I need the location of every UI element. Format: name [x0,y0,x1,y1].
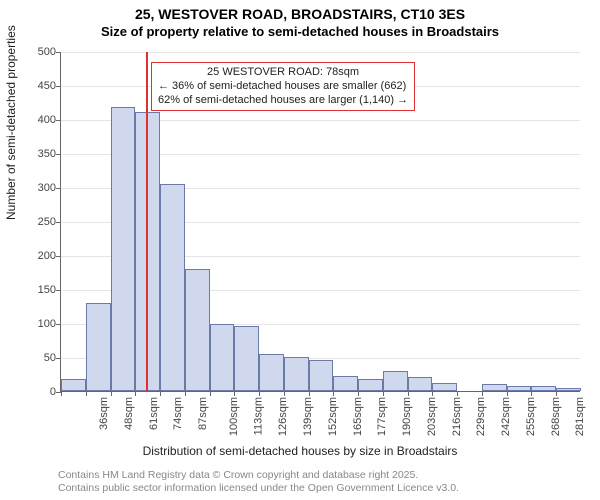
y-tick-mark [56,188,61,189]
histogram-bar [309,360,334,391]
y-tick-label: 200 [21,250,56,262]
plot-area: 05010015020025030035040045050036sqm48sqm… [60,52,580,392]
x-tick-label: 177sqm [377,397,389,436]
y-tick-label: 450 [21,80,56,92]
y-tick-mark [56,52,61,53]
x-tick-mark [507,391,508,396]
x-tick-label: 152sqm [327,397,339,436]
histogram-bar [210,324,235,391]
histogram-bar [86,303,111,391]
x-tick-mark [457,391,458,396]
histogram-bar [259,354,284,391]
x-tick-label: 87sqm [197,397,209,430]
annotation-box: 25 WESTOVER ROAD: 78sqm← 36% of semi-det… [151,62,415,111]
chart-container: 25, WESTOVER ROAD, BROADSTAIRS, CT10 3ES… [0,0,600,500]
x-tick-label: 100sqm [228,397,240,436]
histogram-bar [531,386,556,391]
x-tick-label: 74sqm [172,397,184,430]
footer-attribution: Contains HM Land Registry data © Crown c… [58,469,459,496]
x-tick-label: 126sqm [277,397,289,436]
histogram-bar [482,384,507,391]
y-tick-label: 300 [21,182,56,194]
y-tick-mark [56,324,61,325]
y-tick-mark [56,256,61,257]
histogram-bar [432,383,457,391]
y-tick-mark [56,222,61,223]
footer-line-2: Contains public sector information licen… [58,482,459,496]
x-tick-mark [61,391,62,396]
x-tick-mark [111,391,112,396]
chart-title: 25, WESTOVER ROAD, BROADSTAIRS, CT10 3ES [0,0,600,22]
x-tick-label: 165sqm [352,397,364,436]
histogram-bar [160,184,185,391]
x-tick-mark [309,391,310,396]
x-tick-mark [408,391,409,396]
y-tick-mark [56,154,61,155]
annotation-line: ← 36% of semi-detached houses are smalle… [158,80,408,94]
x-tick-label: 139sqm [302,397,314,436]
x-tick-mark [284,391,285,396]
histogram-bar [507,386,532,391]
x-tick-label: 229sqm [476,397,488,436]
footer-line-1: Contains HM Land Registry data © Crown c… [58,469,459,483]
x-axis-label: Distribution of semi-detached houses by … [0,444,600,458]
y-tick-label: 350 [21,148,56,160]
y-tick-mark [56,358,61,359]
histogram-bar [408,377,433,391]
histogram-bar [111,107,136,391]
annotation-line: 25 WESTOVER ROAD: 78sqm [158,66,408,80]
x-tick-label: 48sqm [123,397,135,430]
x-tick-mark [185,391,186,396]
histogram-bar [185,269,210,391]
y-tick-label: 500 [21,46,56,58]
x-tick-label: 281sqm [575,397,587,436]
histogram-bar [234,326,259,391]
histogram-bar [383,371,408,391]
x-tick-mark [86,391,87,396]
x-tick-label: 61sqm [148,397,160,430]
y-tick-label: 400 [21,114,56,126]
y-axis-label: Number of semi-detached properties [4,25,18,220]
x-tick-label: 203sqm [426,397,438,436]
x-tick-mark [358,391,359,396]
x-tick-mark [432,391,433,396]
x-tick-label: 216sqm [451,397,463,436]
y-tick-mark [56,290,61,291]
y-tick-label: 150 [21,284,56,296]
x-tick-label: 190sqm [401,397,413,436]
x-tick-label: 36sqm [98,397,110,430]
reference-line [146,52,148,391]
y-tick-mark [56,86,61,87]
x-tick-mark [383,391,384,396]
y-tick-label: 50 [21,352,56,364]
histogram-bar [61,379,86,391]
histogram-bar [333,376,358,391]
y-tick-mark [56,120,61,121]
x-tick-mark [482,391,483,396]
chart-subtitle: Size of property relative to semi-detach… [0,22,600,39]
histogram-bar [284,357,309,391]
x-tick-mark [160,391,161,396]
x-tick-label: 255sqm [525,397,537,436]
x-tick-label: 268sqm [550,397,562,436]
x-tick-mark [210,391,211,396]
x-tick-mark [333,391,334,396]
x-tick-label: 242sqm [500,397,512,436]
x-tick-label: 113sqm [252,397,264,435]
y-tick-label: 100 [21,318,56,330]
x-tick-mark [556,391,557,396]
annotation-line: 62% of semi-detached houses are larger (… [158,94,408,108]
y-tick-label: 0 [21,386,56,398]
x-tick-mark [234,391,235,396]
x-tick-mark [259,391,260,396]
grid-line [61,52,580,53]
histogram-bar [556,388,581,391]
histogram-bar [358,379,383,391]
y-tick-label: 250 [21,216,56,228]
x-tick-mark [135,391,136,396]
x-tick-mark [531,391,532,396]
